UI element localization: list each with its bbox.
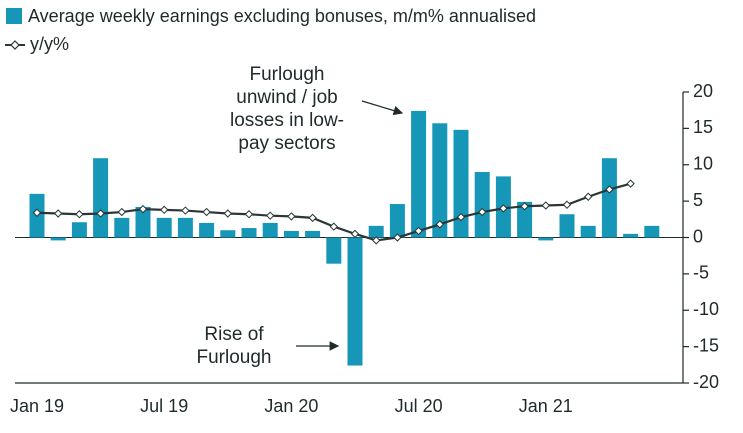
line-marker	[96, 209, 105, 218]
line-marker	[159, 205, 169, 215]
bar	[135, 206, 151, 238]
annotation: pay sectors	[238, 133, 335, 154]
line-marker	[371, 236, 381, 245]
bar	[389, 204, 405, 238]
bar	[50, 237, 66, 241]
line-marker	[287, 212, 296, 221]
bar	[114, 217, 130, 238]
bar	[71, 222, 87, 238]
line-marker	[562, 200, 572, 209]
bar	[368, 225, 384, 238]
line-marker	[520, 202, 529, 211]
annotation: Rise of	[204, 324, 264, 345]
legend-swatch	[6, 8, 22, 24]
bar	[517, 201, 533, 238]
y-tick-label: 20	[693, 81, 713, 101]
line-marker	[414, 226, 423, 236]
bar	[241, 228, 257, 238]
x-tick-label: Jul 20	[395, 396, 443, 416]
bar	[305, 230, 321, 238]
bar	[347, 237, 363, 366]
line-marker	[75, 210, 84, 219]
bar	[644, 225, 660, 238]
bar	[601, 158, 617, 238]
y-tick-label: 0	[693, 226, 703, 246]
line-marker	[53, 209, 63, 218]
bar	[474, 172, 490, 238]
x-tick-label: Jan 21	[519, 396, 573, 416]
x-tick-label: Jul 19	[140, 396, 188, 416]
line-marker	[499, 204, 508, 213]
line-marker	[181, 206, 190, 215]
annotation: unwind / job	[236, 87, 337, 108]
line-marker	[541, 201, 551, 210]
line-marker	[265, 211, 275, 220]
bar	[623, 233, 639, 238]
bar	[411, 110, 427, 238]
line-marker	[308, 213, 317, 223]
y-tick-label: 5	[693, 190, 703, 210]
annotation: Furlough	[197, 347, 272, 368]
bar	[580, 225, 596, 238]
line-marker	[583, 192, 593, 201]
bar	[199, 222, 215, 238]
line-marker	[202, 207, 211, 217]
line-marker	[329, 222, 339, 231]
bar	[93, 158, 109, 238]
line-marker	[393, 233, 402, 242]
bar	[538, 237, 554, 241]
y-tick-label: -15	[693, 335, 719, 355]
x-tick-label: Jan 20	[264, 396, 318, 416]
bar	[177, 217, 193, 238]
y-tick-label: -10	[693, 299, 719, 319]
legend-label: Average weekly earnings excluding bonuse…	[28, 6, 536, 26]
line-marker	[626, 179, 635, 188]
x-tick-label: Jan 19	[10, 396, 64, 416]
bar	[262, 222, 278, 238]
bar	[156, 217, 172, 238]
annotation: losses in low-	[230, 110, 344, 131]
bar	[559, 214, 575, 238]
bar	[453, 129, 469, 238]
bar	[283, 230, 299, 238]
line-marker	[244, 210, 254, 219]
y-tick-label: -5	[693, 263, 709, 283]
bar	[326, 237, 342, 264]
line-marker	[477, 207, 487, 217]
line-marker	[138, 204, 148, 214]
bar	[432, 123, 448, 238]
legend-marker	[10, 40, 20, 50]
line-marker	[435, 220, 445, 229]
bar	[220, 230, 236, 238]
line-marker	[456, 212, 466, 222]
line-marker	[605, 185, 614, 194]
y-tick-label: -20	[693, 372, 719, 392]
y-tick-label: 15	[693, 117, 713, 137]
annotation: Furlough	[250, 64, 325, 85]
annotation-arrow	[361, 100, 404, 116]
line-marker	[350, 229, 360, 239]
line-marker	[32, 208, 42, 217]
line-marker	[117, 207, 127, 217]
line-marker	[223, 209, 233, 218]
y-tick-label: 10	[693, 154, 713, 174]
legend-label: y/y%	[30, 34, 69, 54]
